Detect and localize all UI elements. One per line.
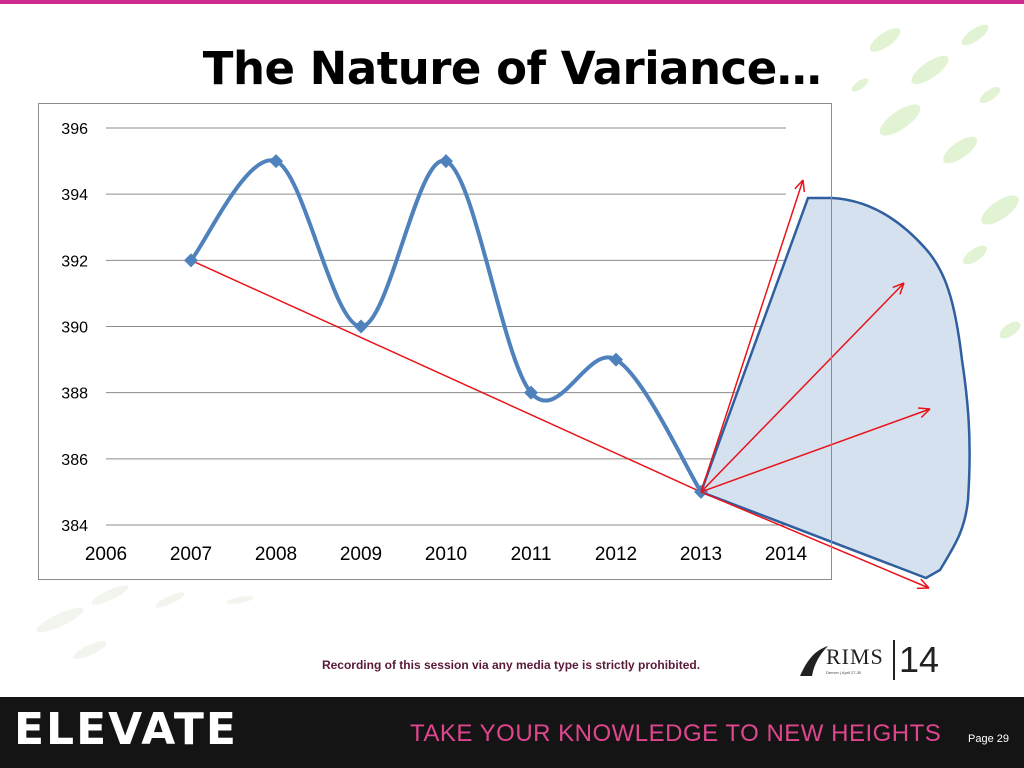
data-point-marker [184,253,198,268]
forecast-arrow-head [892,282,905,295]
y-tick-label: 392 [61,253,88,270]
y-tick-label: 396 [61,121,88,138]
data-point-marker [524,385,538,400]
page-number: Page 29 [968,733,1009,745]
rims-logo [800,646,828,676]
top-accent-rule [0,0,1024,4]
trend-line [190,259,702,493]
x-tick-label: 2009 [340,544,382,565]
x-tick-label: 2006 [85,544,127,565]
series-markers [184,154,708,499]
y-tick-label: 386 [61,452,88,469]
x-tick-label: 2013 [680,544,722,565]
x-tick-label: 2008 [255,544,297,565]
y-tick-label: 388 [61,386,88,403]
x-tick-label: 2012 [595,544,637,565]
x-tick-label: 2014 [765,544,808,565]
rims-logo-text: RIMS [826,644,884,669]
y-tick-label: 390 [61,320,88,337]
data-point-marker [609,352,623,367]
rims-logo-year: 14 [893,640,939,680]
rims-logo-subtext: Denver | April 27-30 [826,670,862,675]
y-tick-label: 384 [61,518,88,535]
forecast-arrow [700,408,931,493]
data-point-marker [354,319,368,334]
data-point-marker [269,154,283,169]
tagline: TAKE YOUR KNOWLEDGE TO NEW HEIGHTS [410,720,942,747]
x-tick-label: 2011 [511,544,552,565]
y-tick-labels: 384 386 388 390 392 394 396 [61,121,88,535]
elevate-logo: ELEVATE [14,704,238,755]
y-tick-label: 394 [61,187,88,204]
forecast-arrow [700,282,905,493]
data-point-marker [439,154,453,169]
chart-gridlines [106,127,786,526]
forecast-arrow [700,491,930,589]
x-tick-label: 2010 [425,544,467,565]
x-tick-labels: 2006 2007 2008 2009 2010 2011 2012 2013 2014 [85,544,808,565]
chart-frame [38,103,832,580]
bottom-bar [0,697,1024,768]
recording-notice: Recording of this session via any media … [321,658,701,672]
forecast-arrows [700,179,931,590]
x-tick-label: 2007 [170,544,212,565]
forecast-arrow-head [916,578,930,590]
forecast-arrow-head [794,179,806,193]
forecast-arrow-head [917,407,931,418]
slide-title: The Nature of Variance… [202,42,822,95]
forecast-arrow [700,179,804,493]
forecast-cone [699,196,971,580]
